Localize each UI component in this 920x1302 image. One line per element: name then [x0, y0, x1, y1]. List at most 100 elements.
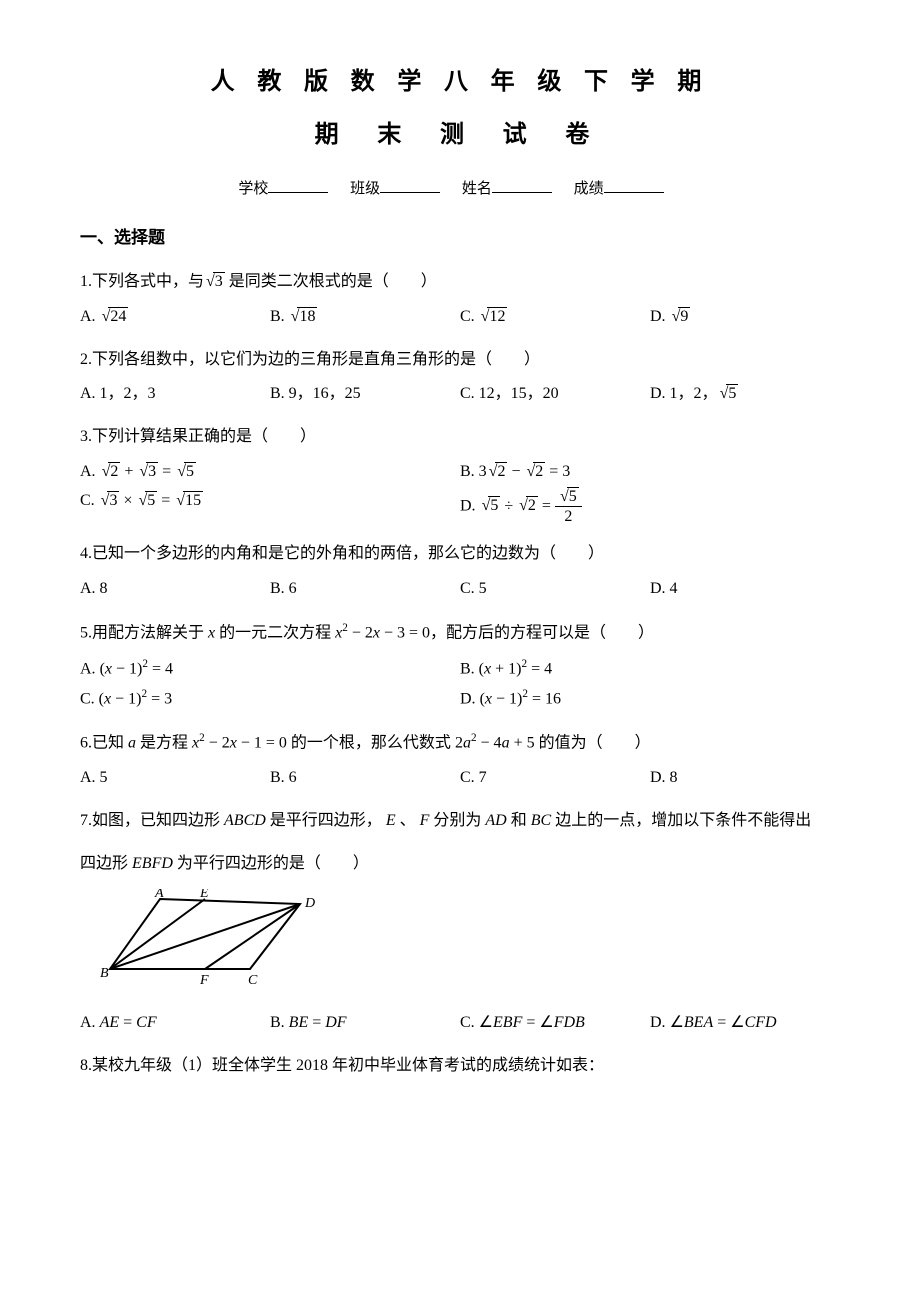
parallelogram-svg: A E D B F C — [100, 889, 320, 989]
question-6: 6.已知 a 是方程 x2 − 2x − 1 = 0 的一个根，那么代数式 2a… — [80, 728, 840, 758]
q7-b-label: B. — [270, 1014, 285, 1031]
q4-opt-b: B. 6 — [270, 575, 460, 604]
q7-p1: 7.如图，已知四边形 — [80, 812, 220, 829]
q1-opt-d: D. 9 — [650, 303, 840, 332]
label-class: 班级 — [350, 181, 380, 197]
q3-opt-b: B. 32 − 2 = 3 — [460, 458, 840, 487]
q2-opt-c: C. 12，15，20 — [460, 380, 650, 409]
sqrt2b-icon: 2 — [487, 458, 508, 487]
q6-opt-c: C. 7 — [460, 764, 650, 793]
q7-opt-c: C. ∠EBF = ∠FDB — [460, 1009, 650, 1038]
q1-stem-pre: 1.下列各式中，与 — [80, 273, 204, 290]
q7-c-label: C. — [460, 1014, 475, 1031]
q5-a-label: A. — [80, 660, 96, 677]
var-x: x — [208, 624, 215, 641]
q7-p2: 是平行四边形， — [270, 812, 382, 829]
label-e: E — [199, 889, 209, 901]
line-bd — [110, 904, 300, 969]
title-main: 人 教 版 数 学 八 年 级 下 学 期 — [80, 60, 840, 103]
q3-options: A. 2 + 3 = 5 B. 32 − 2 = 3 C. 3 × 5 = 15… — [80, 458, 840, 526]
label-a: A — [154, 889, 164, 901]
question-3: 3.下列计算结果正确的是（ ） — [80, 423, 840, 452]
q3-d-label: D. — [460, 497, 476, 514]
sqrt15-icon: 15 — [174, 487, 203, 516]
q2-opt-b: B. 9，16，25 — [270, 380, 460, 409]
q6-p3: 的一个根，那么代数式 — [291, 734, 451, 751]
section-heading-1: 一、选择题 — [80, 223, 840, 254]
q7-opt-b: B. BE = DF — [270, 1009, 460, 1038]
q5-pre: 5.用配方法解关于 — [80, 624, 204, 641]
label-school: 学校 — [238, 181, 268, 197]
q7-d-label: D. — [650, 1014, 666, 1031]
q7-a-label: A. — [80, 1014, 96, 1031]
q6-options: A. 5 B. 6 C. 7 D. 8 — [80, 764, 840, 793]
q6-opt-b: B. 6 — [270, 764, 460, 793]
question-8: 8.某校九年级（1）班全体学生 2018 年初中毕业体育考试的成绩统计如表： — [80, 1052, 840, 1081]
q6-opt-a: A. 5 — [80, 764, 270, 793]
q1-stem-post: 是同类二次根式的是（ ） — [229, 273, 437, 290]
parallelogram-figure: A E D B F C — [100, 889, 840, 1000]
q2-opt-a: A. 1，2，3 — [80, 380, 270, 409]
line-be — [110, 899, 205, 969]
blank-school — [268, 177, 328, 193]
q4-opt-d: D. 4 — [650, 575, 840, 604]
sqrt2d-icon: 2 — [517, 492, 538, 521]
q3-opt-a: A. 2 + 3 = 5 — [80, 458, 460, 487]
blank-name — [492, 177, 552, 193]
q7-opt-a: A. AE = CF — [80, 1009, 270, 1038]
q6-opt-d: D. 8 — [650, 764, 840, 793]
q1-d-label: D. — [650, 308, 666, 325]
q5-opt-b: B. (x + 1)2 = 4 — [460, 654, 840, 684]
q2-d-sqrt5: 5 — [718, 380, 739, 409]
q5-c-label: C. — [80, 690, 95, 707]
q1-opt-a: A. 24 — [80, 303, 270, 332]
q2-opt-d: D. 1，2，5 — [650, 380, 840, 409]
q1-a-label: A. — [80, 308, 96, 325]
sqrt2-icon: 2 — [100, 458, 121, 487]
q5-post: ，配方后的方程可以是（ ） — [430, 624, 654, 641]
info-line: 学校 班级 姓名 成绩 — [80, 176, 840, 203]
q1-opt-b: B. 18 — [270, 303, 460, 332]
label-b: B — [100, 966, 109, 981]
q1-sqrt3: 3 — [204, 268, 225, 297]
q3-opt-c: C. 3 × 5 = 15 — [80, 487, 460, 526]
q7-p3: 、 — [400, 812, 416, 829]
line-fd — [205, 904, 300, 969]
q1-opt-c: C. 12 — [460, 303, 650, 332]
sqrt3b-icon: 3 — [99, 487, 120, 516]
sqrt2c-icon: 2 — [524, 458, 545, 487]
q1-c-label: C. — [460, 308, 475, 325]
q1-options: A. 24 B. 18 C. 12 D. 9 — [80, 303, 840, 332]
q1-b-sqrt: 18 — [289, 303, 318, 332]
q2-d-pre: D. 1，2， — [650, 385, 718, 402]
q1-c-sqrt: 12 — [479, 303, 508, 332]
label-name: 姓名 — [462, 181, 492, 197]
q1-d-sqrt: 9 — [670, 303, 691, 332]
q3-c-label: C. — [80, 492, 95, 509]
sqrt5b-icon: 5 — [136, 487, 157, 516]
q5-options: A. (x − 1)2 = 4 B. (x + 1)2 = 4 C. (x − … — [80, 654, 840, 714]
q3-opt-d: D. 5 ÷ 2 = 52 — [460, 487, 840, 526]
q5-mid: 的一元二次方程 — [219, 624, 331, 641]
q3-a-label: A. — [80, 463, 96, 480]
q4-opt-c: C. 5 — [460, 575, 650, 604]
label-c: C — [248, 973, 258, 988]
blank-class — [380, 177, 440, 193]
question-7-line2: 四边形 EBFD 为平行四边形的是（ ） — [80, 850, 840, 879]
q7-l2-p2: 为平行四边形的是（ ） — [177, 855, 369, 872]
question-1: 1.下列各式中，与3 是同类二次根式的是（ ） — [80, 268, 840, 297]
q6-p1: 6.已知 — [80, 734, 124, 751]
q5-opt-c: C. (x − 1)2 = 3 — [80, 684, 460, 714]
frac-icon: 52 — [555, 487, 582, 526]
q4-opt-a: A. 8 — [80, 575, 270, 604]
q5-b-label: B. — [460, 660, 475, 677]
question-5: 5.用配方法解关于 x 的一元二次方程 x2 − 2x − 3 = 0，配方后的… — [80, 618, 840, 648]
question-4: 4.已知一个多边形的内角和是它的外角和的两倍，那么它的边数为（ ） — [80, 540, 840, 569]
q7-p5: 和 — [511, 812, 527, 829]
title-sub: 期 末 测 试 卷 — [80, 113, 840, 156]
q7-p4: 分别为 — [433, 812, 481, 829]
label-f: F — [199, 973, 209, 988]
q2-options: A. 1，2，3 B. 9，16，25 C. 12，15，20 D. 1，2，5 — [80, 380, 840, 409]
q5-opt-a: A. (x − 1)2 = 4 — [80, 654, 460, 684]
q7-options: A. AE = CF B. BE = DF C. ∠EBF = ∠FDB D. … — [80, 1009, 840, 1038]
